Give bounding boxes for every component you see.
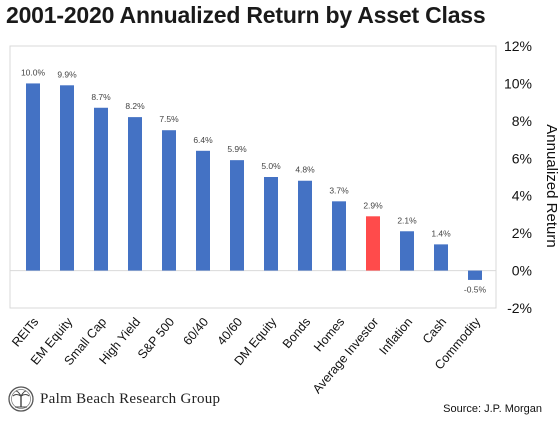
brand-logo: Palm Beach Research Group — [8, 384, 220, 414]
bar-40-60 — [230, 160, 244, 271]
data-label: 1.4% — [431, 228, 451, 238]
x-tick-label: REITs — [9, 315, 41, 350]
data-label: 2.1% — [397, 215, 417, 225]
data-label: 3.7% — [329, 185, 349, 195]
chart-title: 2001-2020 Annualized Return by Asset Cla… — [6, 2, 486, 28]
x-tick-label: Average Investor — [310, 315, 381, 396]
y-tick-label: 4% — [512, 188, 532, 204]
x-tick-label: 60/40 — [180, 315, 211, 348]
bar-dm-equity — [264, 177, 278, 271]
bar-inflation — [400, 231, 414, 271]
y-tick-label: 8% — [512, 113, 532, 129]
x-tick-label: S&P 500 — [135, 315, 177, 362]
palm-tree-seal-icon — [8, 386, 34, 412]
y-tick-label: 0% — [512, 263, 532, 279]
bar-60-40 — [196, 150, 210, 271]
data-label: 4.8% — [295, 165, 315, 175]
data-label: 8.2% — [125, 101, 145, 111]
bar-average-investor — [366, 216, 380, 271]
bar-s-p-500 — [162, 130, 176, 271]
y-tick-label: 10% — [504, 75, 532, 91]
bar-commodity — [468, 270, 482, 280]
source-note: Source: J.P. Morgan — [443, 403, 542, 415]
data-label: 8.7% — [91, 92, 111, 102]
x-tick-label: Bonds — [280, 315, 314, 351]
plot-frame — [9, 45, 497, 309]
bar-reits — [26, 83, 40, 271]
y-tick-label: 2% — [512, 225, 532, 241]
x-tick-label: Cash — [420, 315, 450, 346]
y-axis-title: Annualized Return — [543, 124, 560, 247]
data-label: 2.9% — [363, 200, 383, 210]
bar-small-cap — [94, 107, 108, 271]
y-tick-labels: -2% 0% 2% 4% 6% 8% 10% 12% — [504, 38, 532, 316]
data-label: 10.0% — [21, 67, 46, 77]
bar-cash — [434, 244, 448, 271]
y-tick-label: 6% — [512, 150, 532, 166]
plot-border — [9, 45, 497, 309]
bar-em-equity — [60, 85, 74, 271]
data-labels: 10.0% 9.9% 8.7% 8.2% 7.5% 6.4% 5.9% 5.0% 4.8% 3.7… — [21, 67, 487, 294]
data-label: 9.9% — [57, 69, 77, 79]
bar-homes — [332, 201, 346, 271]
logo-text: Palm Beach Research Group — [40, 390, 221, 407]
bar-high-yield — [128, 117, 142, 271]
y-tick-label: 12% — [504, 38, 532, 54]
x-tick-label: Inflation — [376, 315, 415, 358]
data-label: 6.4% — [193, 135, 213, 145]
bars — [26, 83, 482, 280]
data-label: 7.5% — [159, 114, 179, 124]
x-tick-label: 40/60 — [214, 315, 245, 348]
data-label: 5.9% — [227, 144, 247, 154]
y-tick-label: -2% — [507, 300, 532, 316]
data-label: 5.0% — [261, 161, 281, 171]
bar-bonds — [298, 180, 312, 271]
data-label: -0.5% — [464, 285, 487, 295]
